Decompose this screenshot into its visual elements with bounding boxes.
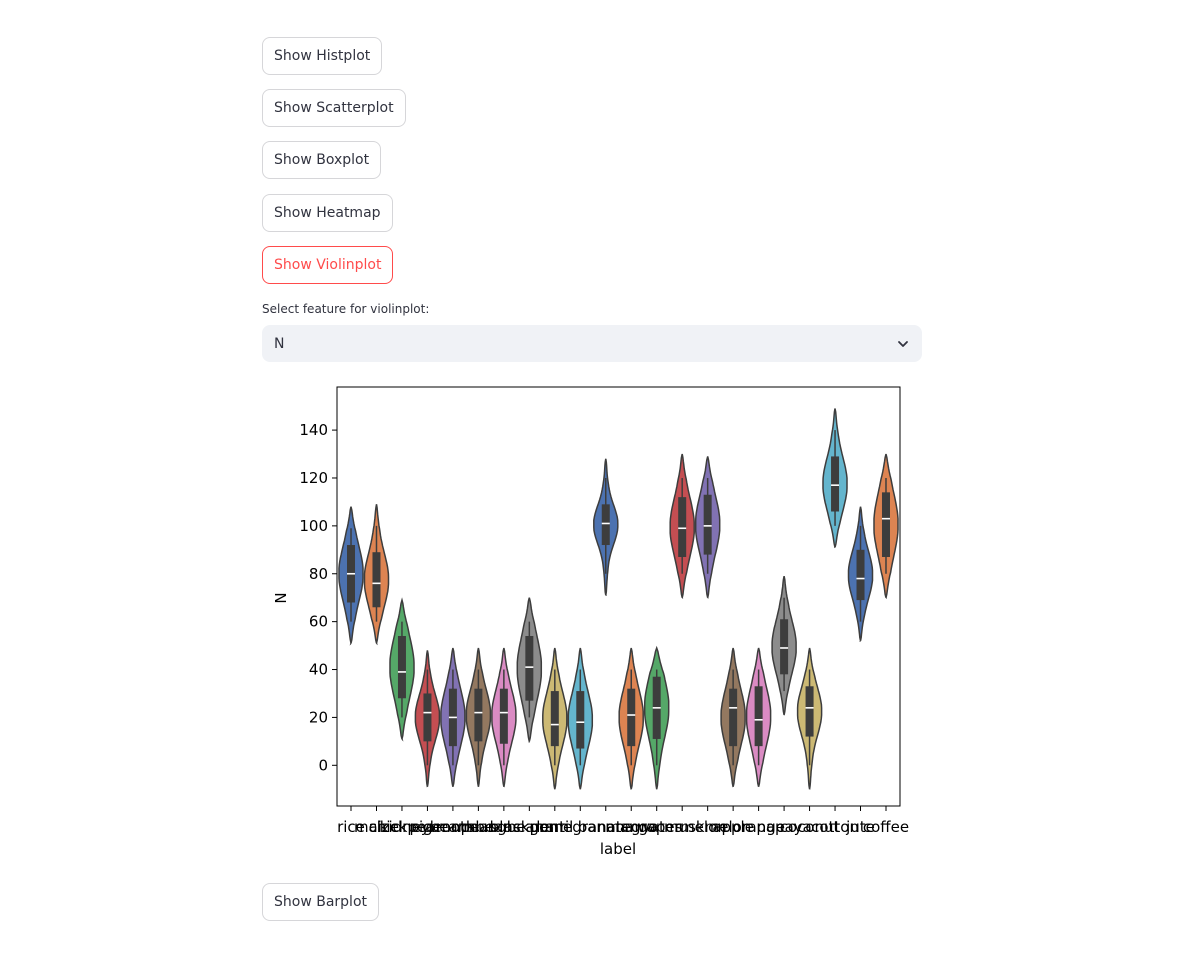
show-scatterplot-button[interactable]: Show Scatterplot — [262, 89, 406, 127]
chevron-down-icon — [896, 337, 910, 351]
x-tick-label: mothbeans — [436, 818, 521, 836]
show-barplot-button[interactable]: Show Barplot — [262, 883, 379, 921]
x-tick-label: orange — [732, 818, 785, 836]
x-tick-label: apple — [712, 818, 754, 836]
violin-iqr-box — [805, 686, 814, 737]
violin-iqr-box — [474, 688, 483, 742]
y-tick-label: 100 — [299, 517, 328, 535]
x-tick-label: coconut — [780, 818, 840, 836]
show-boxplot-button[interactable]: Show Boxplot — [262, 141, 382, 179]
x-tick-label: watermelon — [638, 818, 727, 836]
violin-orange — [745, 647, 772, 788]
x-axis-label: label — [600, 840, 636, 858]
violin-iqr-box — [754, 686, 763, 747]
y-tick-label: 120 — [299, 469, 328, 487]
feature-select-value: N — [274, 335, 285, 352]
x-tick-label: muskmelon — [664, 818, 751, 836]
violin-iqr-box — [729, 688, 738, 747]
y-tick-label: 80 — [309, 565, 328, 583]
violin-jute — [847, 506, 874, 643]
x-tick-label: pigeonpeas — [409, 818, 496, 836]
feature-select[interactable]: N — [262, 325, 922, 362]
violin-banana — [593, 458, 619, 597]
plot-frame — [336, 386, 901, 807]
violin-lentil — [542, 647, 568, 790]
violin-iqr-box — [423, 693, 432, 742]
x-tick-label: grapes — [631, 818, 683, 836]
x-tick-label: chickpea — [369, 818, 436, 836]
violin-chart: 0 20 40 60 80 100 120 140 ricemaizechickpeakidn… — [272, 386, 909, 858]
violin-pomegranate — [567, 647, 594, 790]
violin-pigeonpeas — [440, 647, 466, 788]
violin-coconut — [796, 647, 823, 790]
violin-muskmelon — [694, 456, 721, 599]
violin-mango — [618, 647, 644, 790]
show-histplot-button[interactable]: Show Histplot — [262, 37, 383, 75]
x-tick-label: pomegranate — [530, 818, 631, 836]
x-tick-label: coffee — [863, 818, 909, 836]
violin-mothbeans — [465, 647, 492, 788]
violin-chickpea — [389, 597, 415, 742]
violin-iqr-box — [550, 691, 559, 747]
violin-iqr-box — [678, 497, 687, 557]
violin-iqr-box — [627, 688, 636, 747]
x-tick-label: lentil — [536, 818, 573, 836]
x-tick-label: maize — [354, 818, 399, 836]
y-tick-label: 0 — [318, 756, 328, 774]
y-axis-label: N — [272, 592, 290, 603]
show-heatmap-button[interactable]: Show Heatmap — [262, 194, 393, 232]
y-tick-label: 40 — [309, 661, 328, 679]
violin-iqr-box — [831, 456, 840, 512]
violin-series-group — [338, 408, 899, 790]
violin-iqr-box — [372, 552, 381, 608]
x-tick-label: cotton — [811, 818, 859, 836]
violin-iqr-box — [397, 636, 406, 699]
violin-iqr-box — [499, 688, 508, 744]
violin-rice — [338, 506, 364, 646]
violin-iqr-box — [856, 549, 865, 601]
violin-iqr-box — [576, 691, 585, 749]
select-feature-label: Select feature for violinplot: — [262, 302, 430, 316]
x-tick-label: mango — [605, 818, 657, 836]
x-tick-label: jute — [845, 818, 875, 836]
x-tick-label: papaya — [756, 818, 812, 836]
violin-mungbean — [491, 647, 517, 788]
violin-grapes — [643, 645, 670, 790]
violin-maize — [363, 504, 390, 646]
y-axis: 0 20 40 60 80 100 120 140 — [299, 421, 337, 774]
violin-iqr-box — [780, 619, 789, 675]
violin-iqr-box — [601, 504, 610, 546]
violin-cotton — [822, 408, 848, 549]
violin-kidneybeans — [414, 650, 441, 788]
x-axis: ricemaizechickpeakidneybeanspigeonpeasmo… — [337, 806, 909, 836]
x-tick-label: kidneybeans — [380, 818, 475, 836]
violin-iqr-box — [881, 492, 890, 557]
show-violinplot-button[interactable]: Show Violinplot — [262, 246, 394, 284]
x-tick-label: blackgram — [490, 818, 569, 836]
violin-coffee — [873, 453, 899, 599]
violin-watermelon — [669, 453, 695, 599]
x-tick-label: rice — [337, 818, 365, 836]
violin-blackgram — [516, 597, 543, 744]
violin-iqr-box — [703, 494, 712, 555]
violin-apple — [720, 647, 746, 788]
x-tick-label: mungbean — [464, 818, 545, 836]
violin-iqr-box — [525, 636, 534, 701]
y-tick-label: 60 — [309, 613, 328, 631]
y-tick-label: 140 — [299, 421, 328, 439]
y-tick-label: 20 — [309, 708, 328, 726]
violin-papaya — [771, 575, 797, 716]
x-tick-label: banana — [578, 818, 634, 836]
